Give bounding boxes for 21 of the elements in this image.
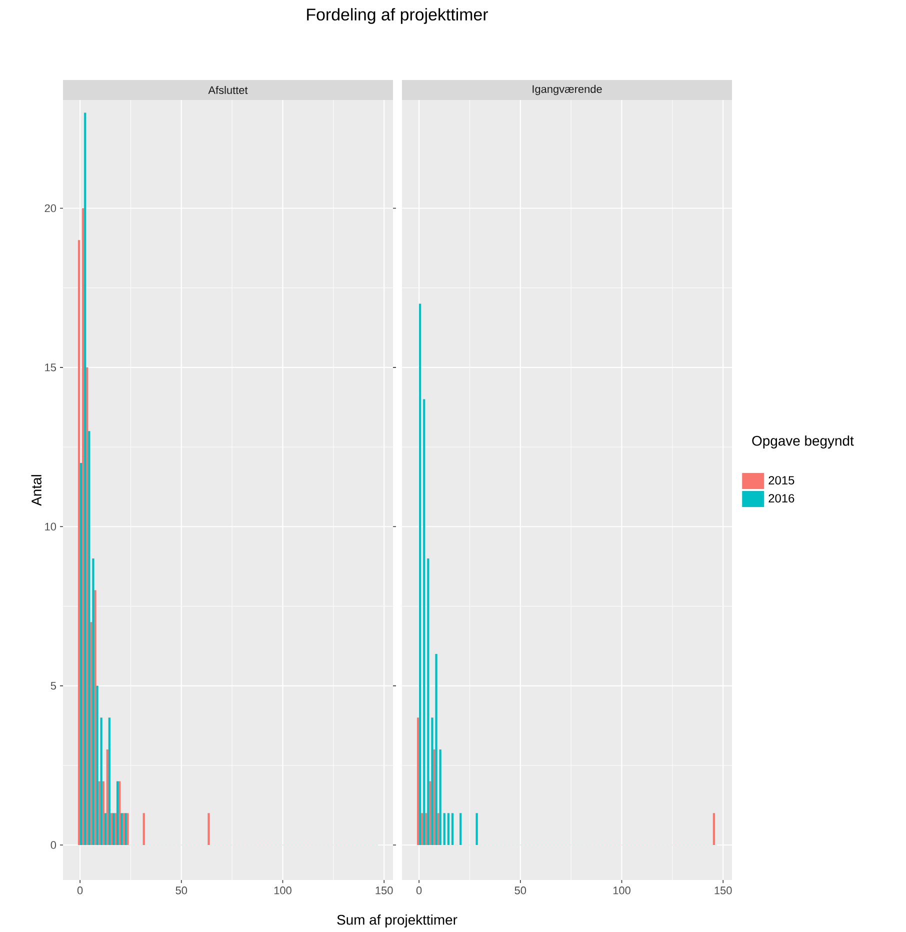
x-tick-label: 50 <box>176 886 188 894</box>
chart-subtitle: Afsluttet <box>208 86 248 94</box>
chart-title: Fordeling af projekttimer <box>307 8 488 24</box>
y-tick-label: 10 <box>45 522 56 530</box>
x-tick-label: 0 <box>416 886 422 894</box>
x-tick-label: 100 <box>613 886 630 894</box>
y-axis-title: Antal <box>31 475 42 506</box>
legend-label: 2015 <box>768 476 794 485</box>
x-tick-label: 0 <box>77 886 83 894</box>
x-tick-label: 150 <box>376 886 393 894</box>
y-tick-label: 0 <box>50 841 56 849</box>
y-tick-label: 5 <box>50 682 56 690</box>
y-tick-label: 20 <box>44 204 56 212</box>
x-axis-title: Sum af projekttimer <box>337 914 458 928</box>
legend-label: 2016 <box>768 494 794 503</box>
x-tick-label: 50 <box>514 886 526 894</box>
x-tick-label: 100 <box>274 886 292 894</box>
chart-subtitle: Igangværende <box>532 84 602 96</box>
y-tick-label: 15 <box>45 364 56 372</box>
x-tick-label: 150 <box>714 886 732 894</box>
legend-title: Opgave begyndt <box>752 436 854 449</box>
